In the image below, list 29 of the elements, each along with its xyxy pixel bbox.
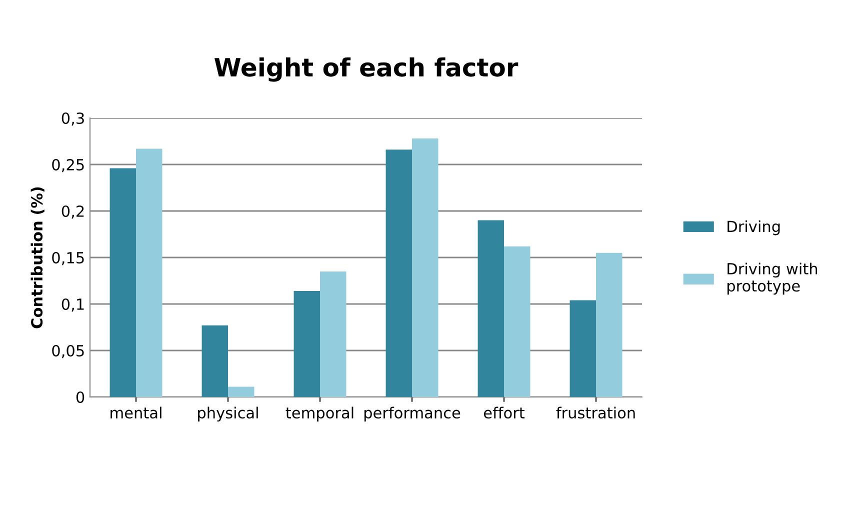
y-tick-label: 0,2: [62, 205, 84, 219]
bar: [228, 386, 254, 397]
bar: [504, 246, 530, 397]
bar: [386, 150, 412, 397]
x-tick-label: performance: [364, 406, 460, 422]
bar: [110, 168, 136, 397]
y-tick-label: 0,25: [52, 158, 84, 172]
x-tick-label: mental: [110, 406, 162, 419]
x-tick-label: effort: [484, 406, 525, 419]
x-tick-label: physical: [198, 406, 258, 422]
legend-label: Driving: [728, 220, 780, 236]
x-tick-label: temporal: [286, 406, 354, 422]
bar: [294, 290, 320, 397]
chart-title: Weight of each factor: [214, 57, 518, 82]
bar: [136, 148, 162, 397]
bar: [478, 220, 504, 397]
y-tick-label: 0,1: [62, 298, 84, 312]
x-tick-label: frustration: [556, 406, 635, 419]
bar: [202, 325, 228, 397]
y-tick-label: 0,3: [62, 112, 84, 126]
bar: [320, 271, 346, 397]
y-tick-label: 0,05: [52, 344, 84, 358]
y-tick-label: 0,15: [52, 252, 84, 266]
bar: [596, 252, 622, 397]
legend-label: Driving with prototype: [728, 262, 818, 295]
y-axis-title: Contribution (%): [30, 187, 44, 328]
y-tick-label: 0: [76, 391, 84, 404]
bar: [570, 300, 596, 397]
bar: [412, 138, 438, 397]
